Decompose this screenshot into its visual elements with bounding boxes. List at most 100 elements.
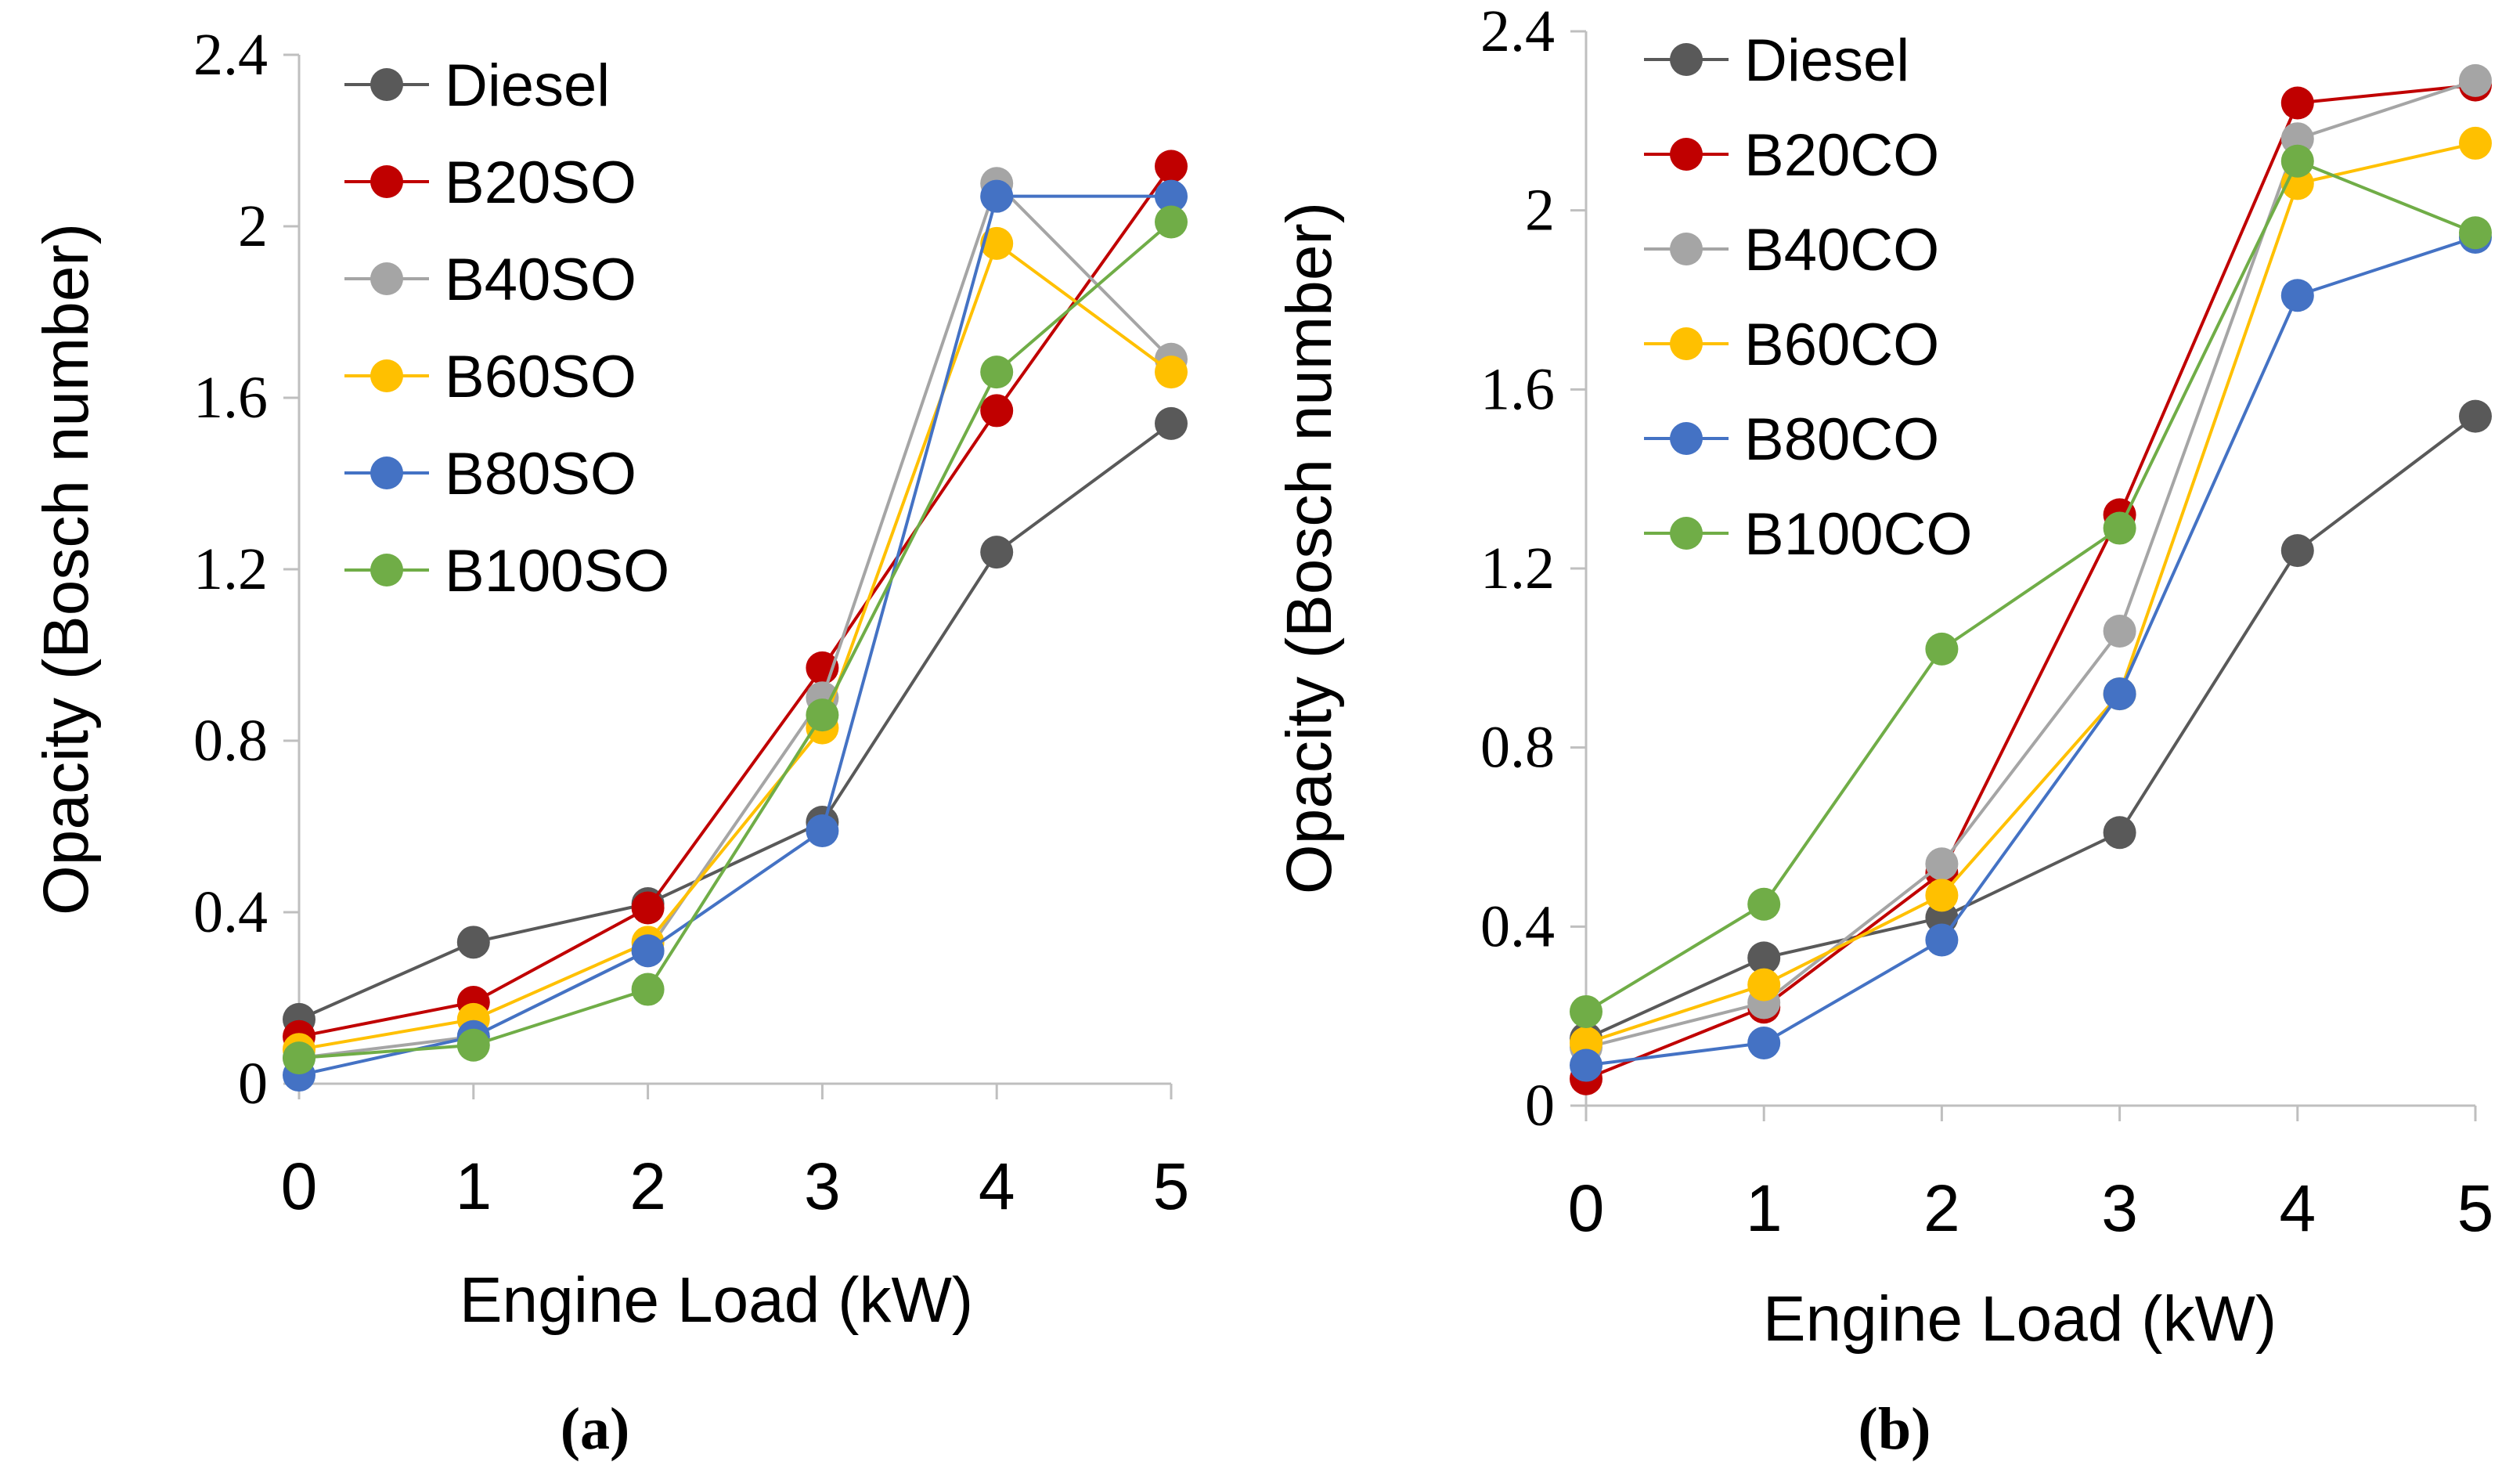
legend-label-diesel: Diesel bbox=[445, 52, 610, 119]
y-tick-label: 0 bbox=[1525, 1073, 1555, 1139]
point-b100co bbox=[1925, 632, 1959, 666]
y-axis-title: Opacity (Bosch number) bbox=[1274, 202, 1345, 894]
x-tick-label: 4 bbox=[2279, 1171, 2316, 1245]
point-b20so bbox=[980, 394, 1014, 428]
legend-label-b40so: B40SO bbox=[445, 247, 636, 313]
point-b80co bbox=[2280, 279, 2314, 312]
point-b40co bbox=[2459, 63, 2492, 97]
y-tick-label: 0.4 bbox=[193, 879, 268, 945]
series-line-b100co bbox=[1584, 159, 2476, 1013]
series-line-b40so bbox=[298, 180, 1173, 1060]
y-tick-label: 0.8 bbox=[1480, 715, 1555, 781]
y-tick-label: 1.6 bbox=[193, 365, 268, 431]
point-b100so bbox=[1155, 205, 1188, 239]
point-b40co bbox=[1925, 847, 1959, 881]
legend-marker-diesel bbox=[370, 68, 403, 101]
point-b80so bbox=[631, 934, 665, 968]
series-line-b20so bbox=[298, 165, 1173, 1038]
legend-marker-b60so bbox=[370, 359, 403, 392]
point-b80co bbox=[1747, 1026, 1781, 1059]
x-tick-label: 1 bbox=[455, 1149, 492, 1223]
point-b100so bbox=[456, 1028, 490, 1062]
point-b60so bbox=[1155, 355, 1188, 389]
legend-label-b60co: B60CO bbox=[1744, 312, 1939, 378]
point-b100so bbox=[283, 1041, 315, 1075]
point-b80so bbox=[1155, 179, 1188, 213]
y-tick-label: 1.6 bbox=[1480, 356, 1555, 422]
point-b60co bbox=[1747, 968, 1781, 1001]
point-b80so bbox=[806, 814, 839, 847]
chart-b: 0 0.4 0.8 1.2 1.6 2 2.4 0 1 2 3 4 5 Engine Load (kW) O… bbox=[1274, 0, 2493, 1355]
x-tick-label: 1 bbox=[1746, 1171, 1783, 1245]
legend-label-b20so: B20SO bbox=[445, 150, 636, 216]
legend-marker-b80so bbox=[370, 457, 403, 489]
legend-marker-diesel bbox=[1670, 43, 1703, 76]
point-b40co bbox=[2103, 615, 2136, 648]
series-line-b100so bbox=[298, 221, 1173, 1060]
series-line-diesel bbox=[298, 422, 1173, 1021]
point-b60co bbox=[2459, 126, 2492, 160]
point-b100co bbox=[2459, 216, 2492, 250]
point-b60co bbox=[1925, 879, 1959, 912]
x-tick-label: 5 bbox=[2457, 1171, 2494, 1245]
point-b80co bbox=[1570, 1048, 1602, 1082]
y-tick-label: 0.8 bbox=[193, 708, 268, 774]
legend-label-b40co: B40CO bbox=[1744, 217, 1939, 283]
point-b100so bbox=[806, 698, 839, 732]
point-diesel bbox=[2280, 534, 2314, 568]
y-tick-label: 2 bbox=[1525, 178, 1555, 244]
legend-label-b80so: B80SO bbox=[445, 441, 636, 507]
legend-marker-b80co bbox=[1670, 422, 1703, 455]
chart-a: 0 0.4 0.8 1.2 1.6 2 2.4 0 1 2 3 4 5 Engine Load (kW) O… bbox=[31, 22, 1189, 1336]
legend-marker-b100so bbox=[370, 554, 403, 586]
point-b100so bbox=[631, 973, 665, 1006]
point-b20so bbox=[1155, 150, 1188, 183]
legend-label-diesel: Diesel bbox=[1744, 27, 1909, 94]
x-tick-label: 2 bbox=[1923, 1171, 1960, 1245]
series-line-b60so bbox=[298, 240, 1173, 1052]
y-tick-label: 2.4 bbox=[1480, 0, 1555, 64]
point-diesel bbox=[2459, 399, 2492, 433]
y-tick-label: 1.2 bbox=[1480, 536, 1555, 601]
legend-label-b100co: B100CO bbox=[1744, 501, 1973, 568]
point-diesel bbox=[456, 926, 490, 959]
point-diesel bbox=[1155, 406, 1188, 440]
point-diesel bbox=[1747, 941, 1781, 975]
panel-label-a: (a) bbox=[561, 1396, 630, 1462]
legend-label-b60so: B60SO bbox=[445, 344, 636, 410]
x-axis-title: Engine Load (kW) bbox=[460, 1265, 973, 1336]
x-tick-label: 2 bbox=[629, 1149, 666, 1223]
y-tick-label: 2.4 bbox=[193, 22, 268, 88]
x-tick-label: 0 bbox=[281, 1149, 318, 1223]
series-line-b20co bbox=[1585, 83, 2476, 1081]
y-tick-label: 2 bbox=[238, 193, 268, 259]
point-b80co bbox=[2103, 677, 2136, 711]
point-diesel bbox=[980, 536, 1014, 569]
y-axis-title: Opacity (Bosch number) bbox=[31, 223, 102, 915]
point-b100co bbox=[2103, 511, 2136, 545]
point-b100so bbox=[980, 355, 1014, 389]
point-b80co bbox=[1925, 923, 1959, 957]
series-line-b80so bbox=[298, 194, 1171, 1077]
series-line-b80co bbox=[1585, 236, 2476, 1067]
y-tick-label: 0 bbox=[238, 1051, 268, 1117]
x-tick-label: 3 bbox=[804, 1149, 841, 1223]
x-tick-label: 4 bbox=[979, 1149, 1015, 1223]
x-axis-title: Engine Load (kW) bbox=[1763, 1283, 2277, 1355]
x-tick-label: 3 bbox=[2101, 1171, 2138, 1245]
point-b20so bbox=[631, 891, 665, 925]
series-line-b40co bbox=[1585, 78, 2476, 1049]
x-tick-label: 0 bbox=[1568, 1171, 1605, 1245]
legend-label-b100so: B100SO bbox=[445, 538, 669, 604]
series-line-b60co bbox=[1585, 141, 2476, 1045]
legend-marker-b40so bbox=[370, 262, 403, 295]
legend-marker-b60co bbox=[1670, 327, 1703, 360]
panel-label-b: (b) bbox=[1858, 1396, 1931, 1462]
x-tick-label: 5 bbox=[1153, 1149, 1190, 1223]
legend-marker-b40co bbox=[1670, 233, 1703, 265]
point-b100co bbox=[2280, 144, 2314, 178]
series-line-diesel bbox=[1585, 415, 2477, 1041]
point-b60so bbox=[980, 226, 1014, 260]
point-b20co bbox=[2280, 86, 2314, 120]
